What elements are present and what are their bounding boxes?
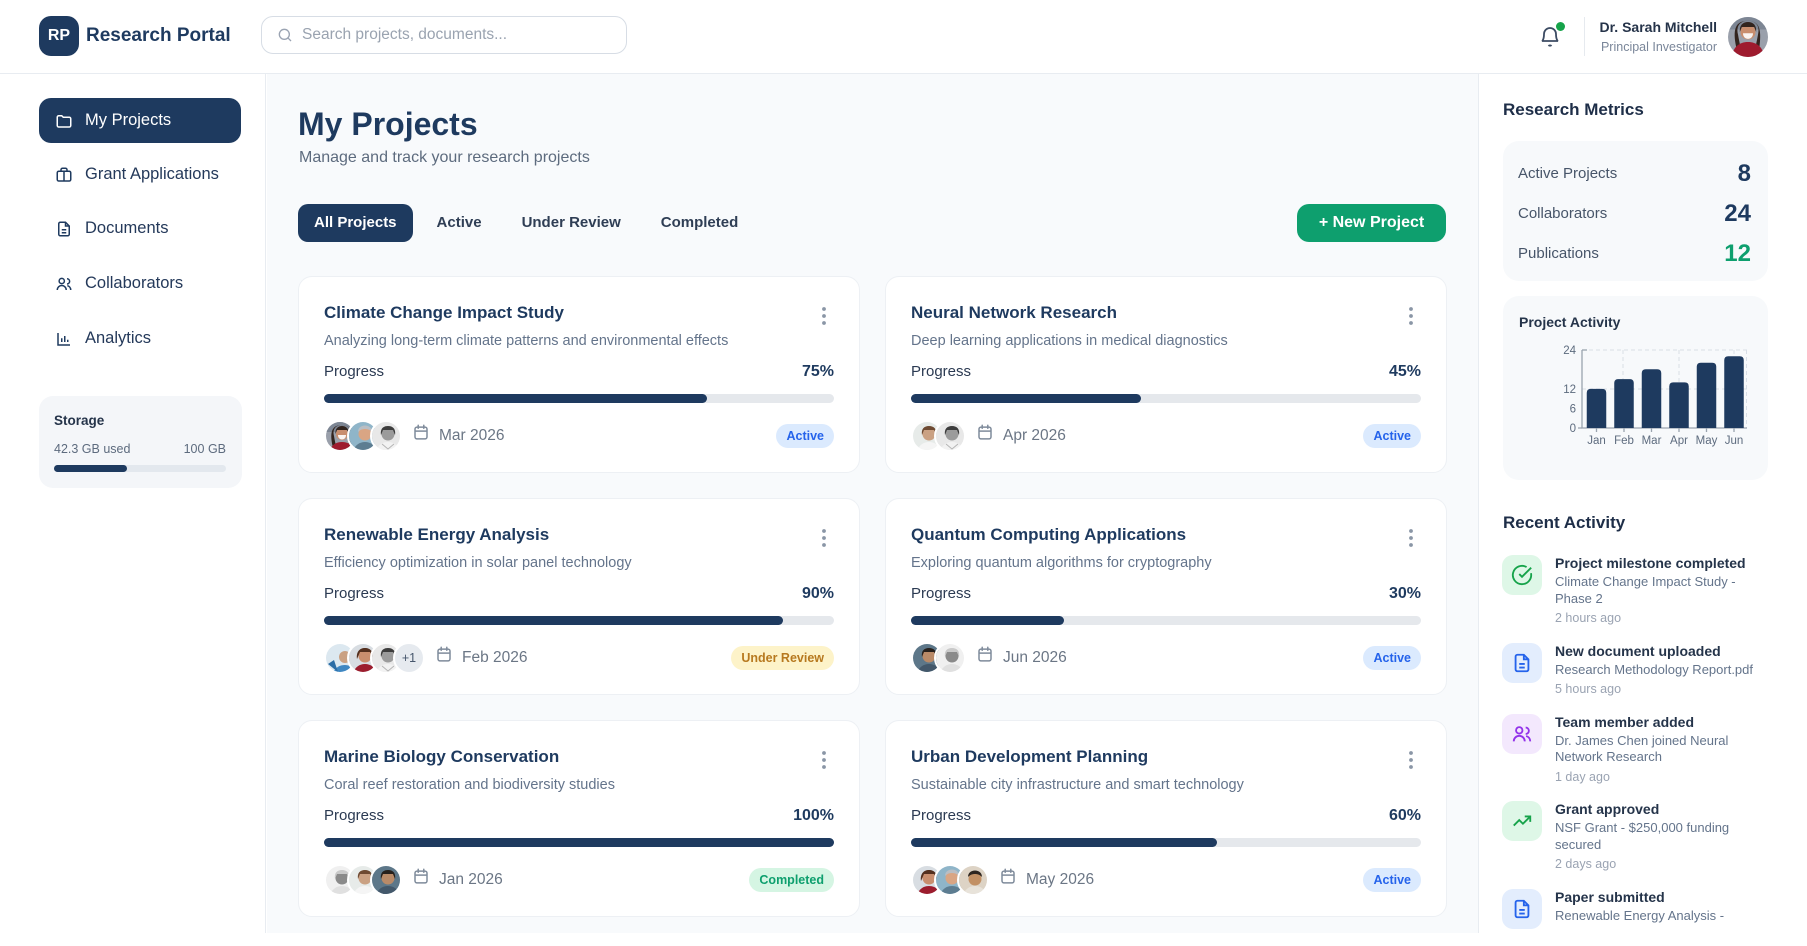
svg-text:Apr: Apr	[1670, 435, 1688, 447]
svg-text:Jun: Jun	[1725, 435, 1744, 447]
svg-text:Mar: Mar	[1642, 435, 1662, 447]
svg-text:Feb: Feb	[1614, 435, 1634, 447]
svg-text:Jan: Jan	[1587, 435, 1606, 447]
svg-text:6: 6	[1570, 404, 1576, 416]
svg-text:24: 24	[1563, 345, 1576, 357]
svg-text:12: 12	[1563, 384, 1576, 396]
svg-text:0: 0	[1570, 423, 1576, 435]
svg-text:May: May	[1696, 435, 1718, 447]
